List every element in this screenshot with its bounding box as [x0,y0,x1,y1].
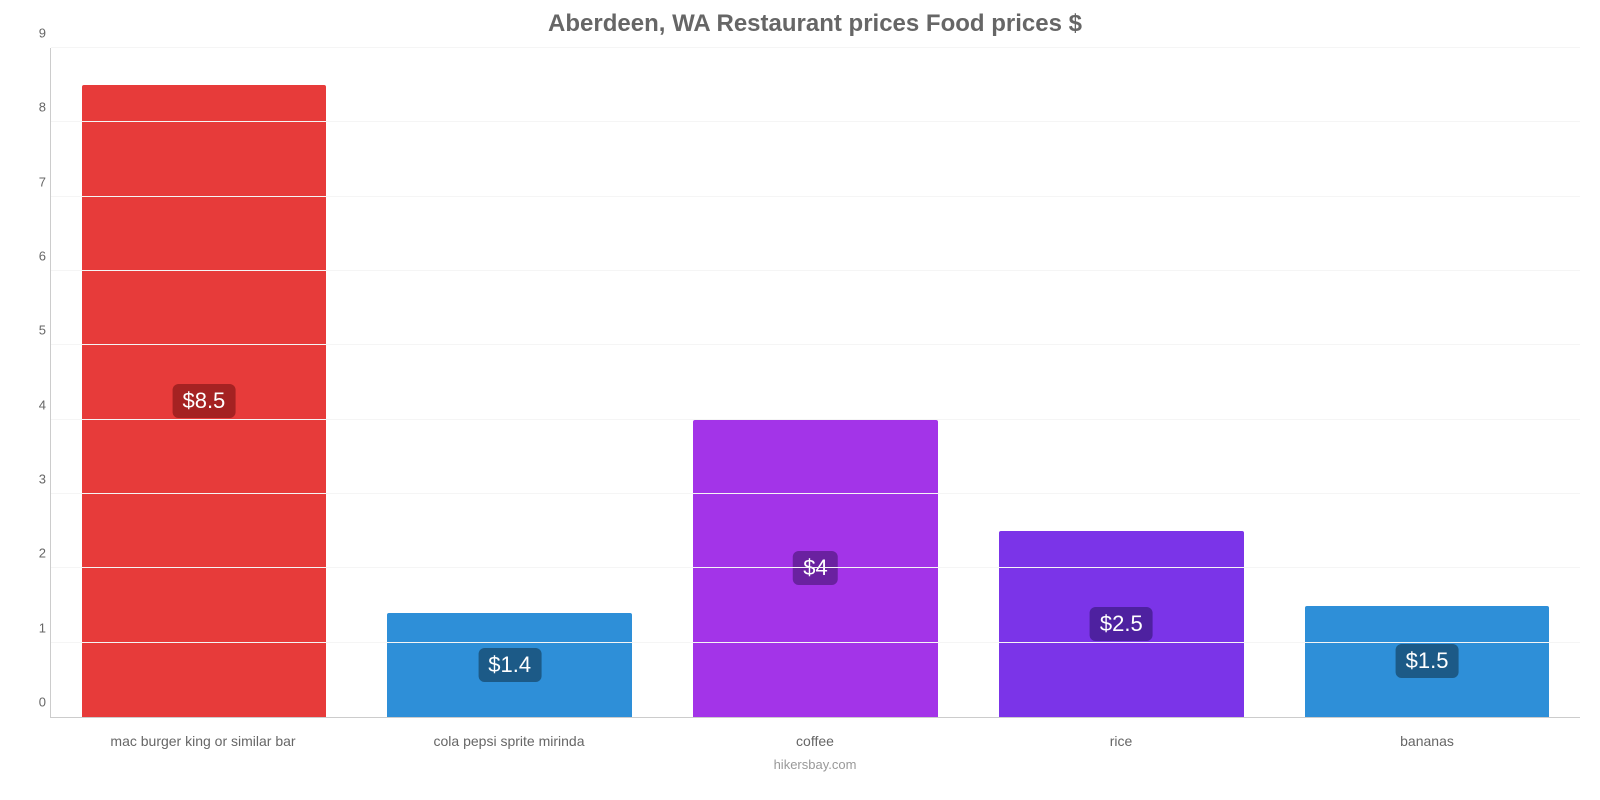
y-tick-label: 7 [21,174,46,189]
value-badge: $4 [793,551,837,585]
y-tick-label: 6 [21,249,46,264]
value-badge: $2.5 [1090,607,1153,641]
y-tick-label: 9 [21,26,46,41]
chart-footer-credit: hikersbay.com [50,757,1580,772]
gridline [51,196,1580,197]
y-tick-label: 3 [21,472,46,487]
x-tick-label: rice [968,733,1274,749]
gridline [51,642,1580,643]
bar-slot: $8.5 [51,48,357,717]
gridline [51,419,1580,420]
bar-slot: $4 [663,48,969,717]
y-tick-label: 1 [21,620,46,635]
gridline [51,47,1580,48]
x-tick-label: coffee [662,733,968,749]
chart-container: Aberdeen, WA Restaurant prices Food pric… [0,0,1600,800]
chart-title: Aberdeen, WA Restaurant prices Food pric… [50,10,1580,38]
x-tick-label: mac burger king or similar bar [50,733,356,749]
value-badge: $1.5 [1396,644,1459,678]
x-tick-label: cola pepsi sprite mirinda [356,733,662,749]
bar-slot: $1.4 [357,48,663,717]
y-tick-label: 2 [21,546,46,561]
bar-slot: $2.5 [968,48,1274,717]
value-badge: $1.4 [478,648,541,682]
y-tick-label: 8 [21,100,46,115]
gridline [51,344,1580,345]
bar-slot: $1.5 [1274,48,1580,717]
gridline [51,270,1580,271]
plot-area: $8.5$1.4$4$2.5$1.5 0123456789 [50,48,1580,718]
y-tick-label: 4 [21,397,46,412]
gridline [51,493,1580,494]
gridline [51,567,1580,568]
x-tick-label: bananas [1274,733,1580,749]
bars-row: $8.5 $1.4 $4 $2.5 $1.5 [51,48,1580,717]
value-badge: $8.5 [172,384,235,418]
gridline [51,121,1580,122]
y-tick-label: 5 [21,323,46,338]
x-axis-labels: mac burger king or similar barcola pepsi… [50,733,1580,749]
y-tick-label: 0 [21,695,46,710]
